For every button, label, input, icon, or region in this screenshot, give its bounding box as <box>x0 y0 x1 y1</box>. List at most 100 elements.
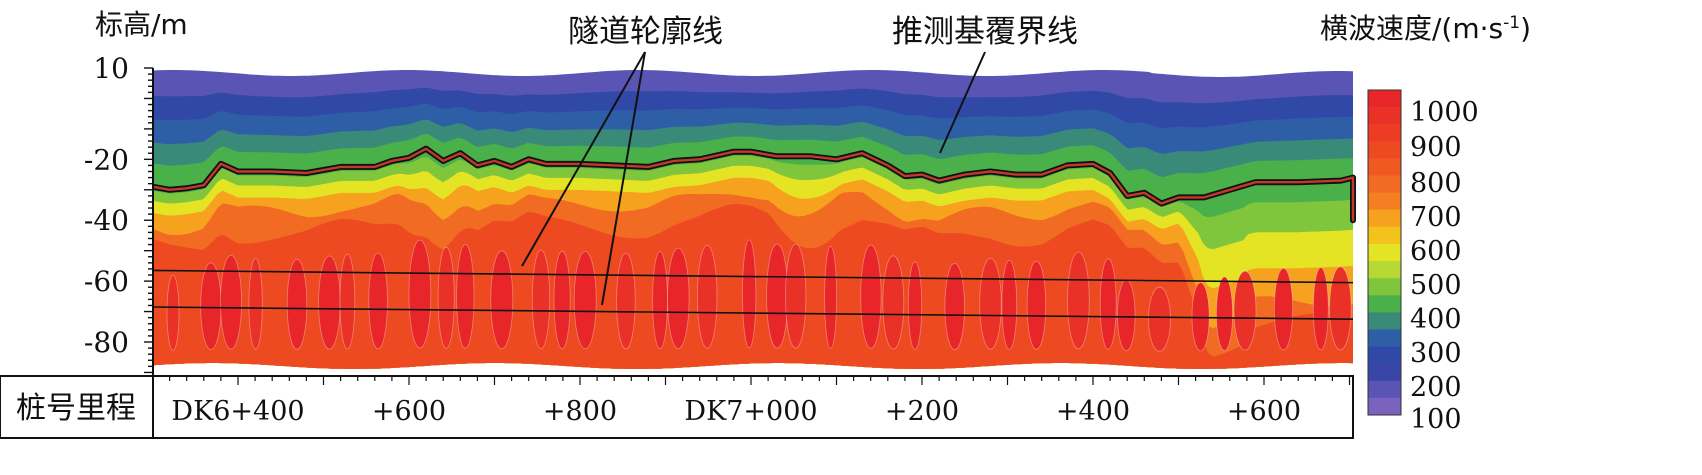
velocity-contour <box>616 252 636 350</box>
colorbar-swatch-950 <box>1368 107 1401 125</box>
velocity-contour <box>166 274 180 351</box>
colorbar-swatch-300 <box>1368 329 1401 348</box>
x-tick-label: +800 <box>543 396 617 427</box>
colorbar-swatch-450 <box>1368 278 1401 296</box>
velocity-contour <box>882 255 905 350</box>
velocity-contour <box>1067 251 1090 350</box>
y-tick-label: -20 <box>84 143 129 176</box>
x-axis: DK6+400 +600 +800 DK7+000 +200 +400 +600 <box>169 376 1351 427</box>
colorbar-swatch-400 <box>1368 295 1401 313</box>
annotations: 隧道轮廓线 推测基覆界线 <box>521 14 1078 306</box>
colorbar-swatch-900 <box>1368 124 1401 142</box>
colorbar-frame <box>1367 89 1402 416</box>
velocity-contour <box>1233 270 1257 351</box>
velocity-contour <box>907 261 923 350</box>
colorbar-swatch-200 <box>1368 363 1401 382</box>
velocity-contour <box>652 251 668 350</box>
velocity-contour <box>318 255 341 350</box>
y-tick-label: -80 <box>84 326 129 359</box>
velocity-contour <box>456 244 475 349</box>
y-tick-label: -40 <box>84 204 129 237</box>
x-tick-label: +600 <box>372 396 446 427</box>
velocity-contour <box>200 262 222 350</box>
x-tick-label: +600 <box>1227 396 1301 427</box>
colorbar-swatch-100 <box>1368 397 1401 416</box>
velocity-contour <box>437 246 455 349</box>
y-tick-label: 10 <box>93 52 129 85</box>
velocity-contour <box>531 249 551 349</box>
velocity-contour <box>1117 279 1136 352</box>
velocity-contour <box>1273 267 1294 351</box>
x-tick-label: +400 <box>1056 396 1130 427</box>
x-axis-frame <box>0 375 1354 439</box>
velocity-contour <box>860 244 882 349</box>
colorbar-swatch-700 <box>1368 192 1401 211</box>
velocity-contour <box>979 257 1002 350</box>
annotation-leader-1 <box>521 51 646 267</box>
velocity-contour <box>368 252 388 350</box>
velocity-contour <box>339 253 356 350</box>
colorbar-swatch-850 <box>1368 141 1401 159</box>
velocity-contour <box>408 239 432 349</box>
velocity-contour <box>1026 260 1047 350</box>
colorbar-swatch-1000 <box>1368 90 1401 108</box>
velocity-contour <box>1191 282 1210 352</box>
velocity-contour <box>286 258 308 350</box>
colorbar-label: 800 <box>1410 168 1462 199</box>
velocity-contour <box>766 243 789 349</box>
velocity-contour <box>1312 267 1329 351</box>
colorbar-swatch-500 <box>1368 261 1401 279</box>
colorbar-label: 1000 <box>1410 97 1479 128</box>
tunnel-outline-lower <box>152 306 1354 320</box>
velocity-contour <box>1329 266 1352 351</box>
bedrock-boundary <box>151 145 1356 224</box>
x-tick-label: DK7+000 <box>684 396 817 427</box>
tunnel-outline-upper <box>152 269 1354 284</box>
annotation-tunnel-outline: 隧道轮廓线 <box>568 14 723 50</box>
colorbar-label: 400 <box>1410 304 1462 335</box>
colorbar-swatch-250 <box>1368 346 1401 365</box>
velocity-contour <box>553 250 571 349</box>
colorbar-label: 600 <box>1410 236 1462 267</box>
colorbar-label: 700 <box>1410 202 1462 233</box>
annotation-leader-2 <box>601 51 646 306</box>
colorbar-swatch-750 <box>1368 175 1401 194</box>
colorbar-label: 200 <box>1410 372 1462 403</box>
velocity-contour <box>944 262 965 350</box>
velocity-contour <box>573 251 597 350</box>
colorbar-swatch-800 <box>1368 158 1401 176</box>
x-axis-row-label: 桩号里程 <box>16 391 136 426</box>
annotation-bedrock-boundary: 推测基覆界线 <box>892 14 1078 50</box>
y-tick-label: -60 <box>84 265 129 298</box>
velocity-contour <box>1001 259 1018 350</box>
colorbar-swatch-600 <box>1368 226 1401 245</box>
bedrock-boundary-line <box>152 147 1355 222</box>
x-tick-label: +200 <box>885 396 959 427</box>
colorbar-label: 300 <box>1410 338 1462 369</box>
colorbar-label: 100 <box>1410 404 1462 435</box>
colorbar-title: 横波速度/(m·s-1) <box>1320 12 1531 45</box>
velocity-contour <box>667 247 690 349</box>
x-tick-label: DK6+400 <box>171 396 304 427</box>
colorbar-label: 900 <box>1410 132 1462 163</box>
colorbar-swatch-550 <box>1368 243 1401 262</box>
y-axis-label: 标高/m <box>95 8 188 41</box>
velocity-contour <box>742 239 757 349</box>
velocity-heatmap <box>153 70 1353 370</box>
velocity-contour <box>490 250 514 350</box>
velocity-contour <box>697 244 718 349</box>
y-axis: 10 -20 -40 -60 -80 <box>84 52 154 376</box>
velocity-contour <box>1216 276 1234 351</box>
velocity-contour <box>1099 258 1117 350</box>
velocity-contour <box>248 257 263 350</box>
velocity-contour <box>824 245 837 349</box>
annotation-leader-3 <box>939 51 986 154</box>
velocity-contour <box>785 243 807 349</box>
colorbar-swatch-150 <box>1368 380 1401 399</box>
velocity-contour <box>1148 286 1171 352</box>
velocity-contour <box>220 255 242 350</box>
colorbar-label: 500 <box>1410 270 1462 301</box>
x-axis-row: 桩号里程 <box>0 375 1354 439</box>
